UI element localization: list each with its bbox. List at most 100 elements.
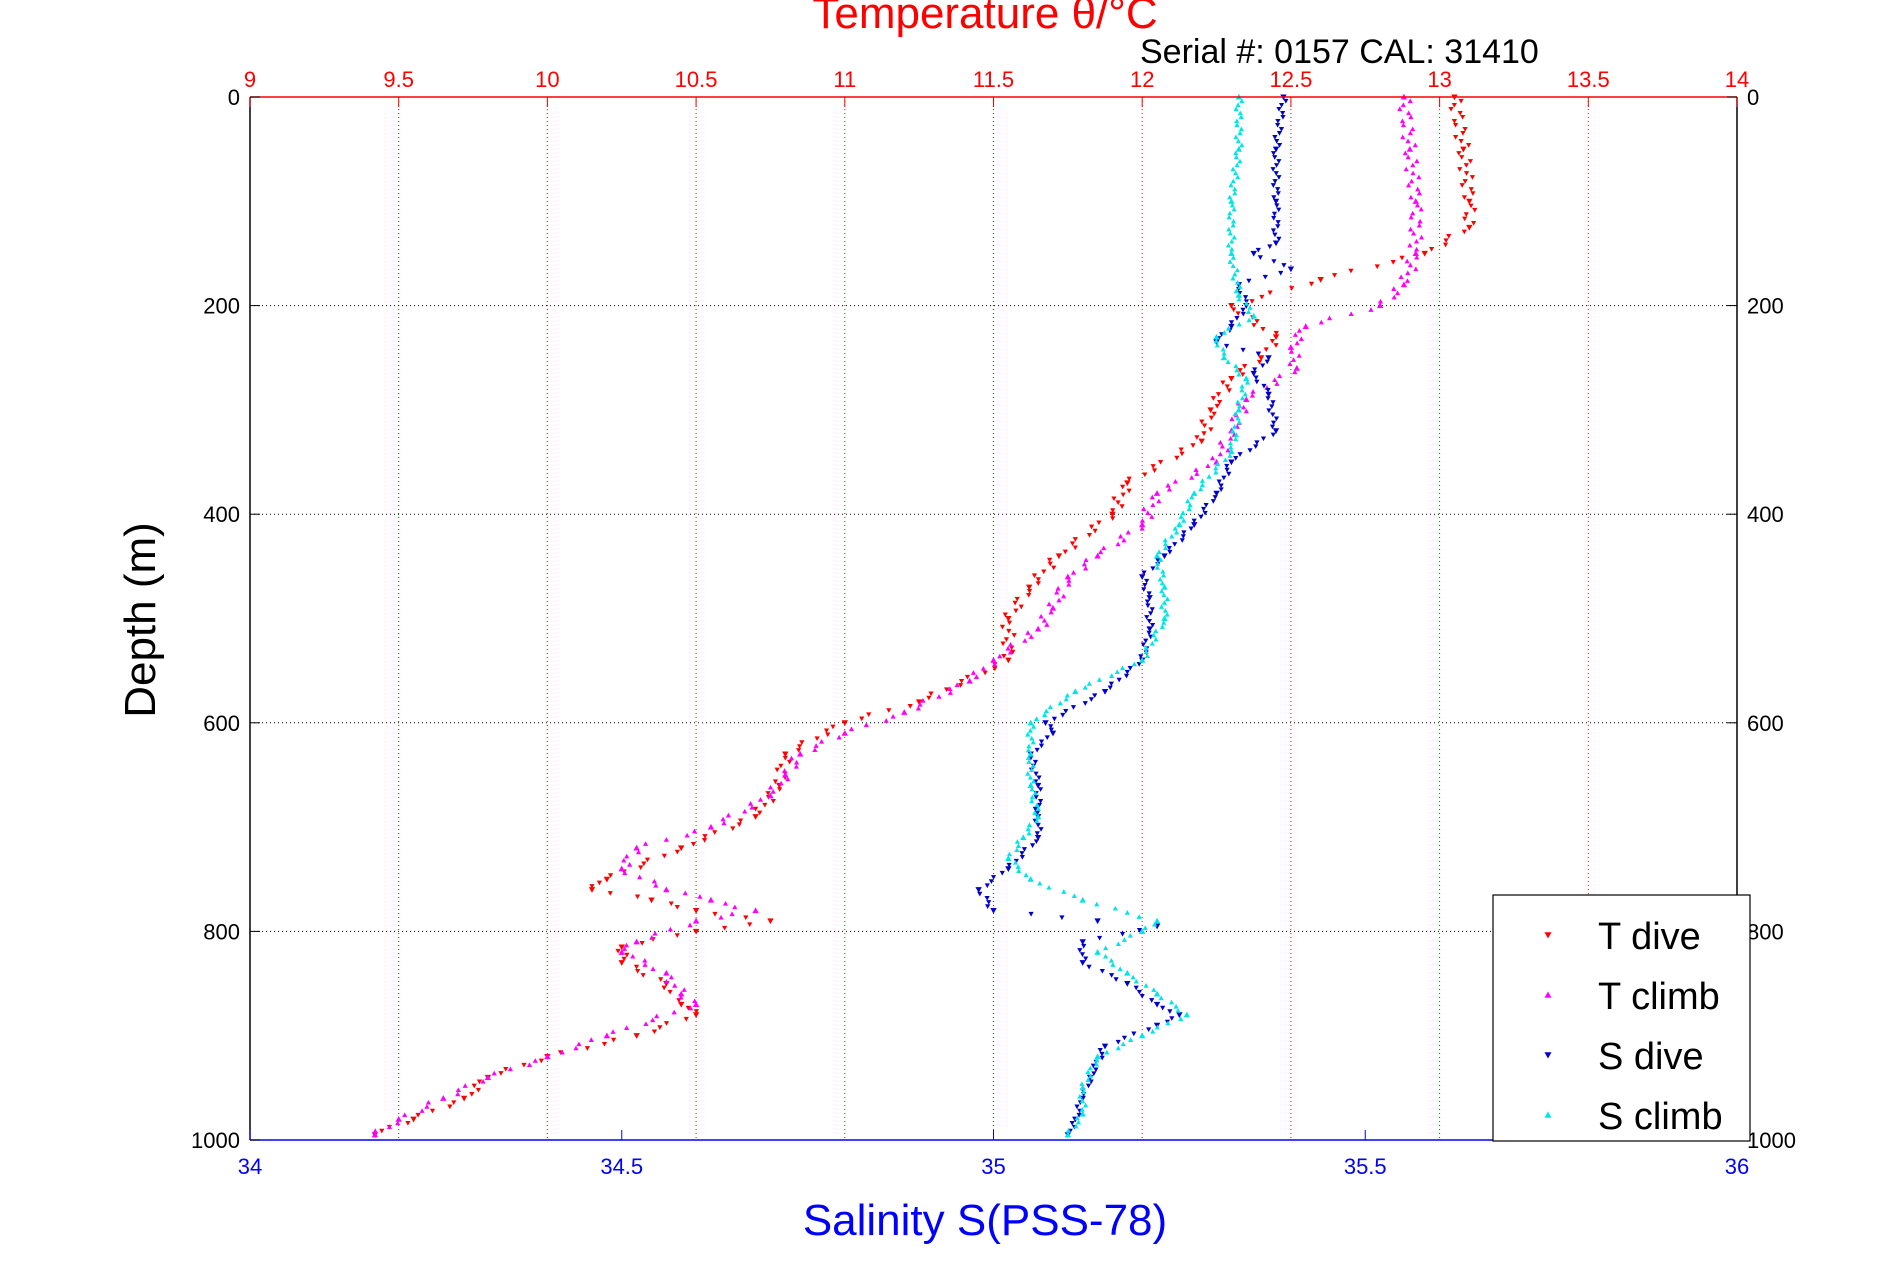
data-point (610, 1037, 617, 1043)
data-point (462, 1083, 468, 1088)
data-point (1158, 557, 1164, 562)
data-point (1001, 653, 1007, 659)
data-point (1220, 354, 1228, 361)
legend-box (1492, 894, 1751, 1142)
data-point (1181, 518, 1187, 523)
data-point (469, 1092, 475, 1097)
data-point (1153, 552, 1161, 559)
data-point (1410, 126, 1416, 132)
data-point (415, 1112, 421, 1118)
data-point (1034, 818, 1040, 823)
data-point (460, 1095, 468, 1102)
data-point (1228, 303, 1235, 309)
data-point (1035, 577, 1041, 582)
data-point (1222, 457, 1229, 463)
data-point (1265, 396, 1271, 401)
data-point (825, 732, 831, 738)
data-point (663, 1021, 670, 1026)
data-point (1237, 284, 1243, 289)
data-point (1153, 1001, 1161, 1008)
bottom-tick-label: 35.5 (1344, 1154, 1387, 1179)
data-point (796, 748, 802, 753)
data-point (1099, 968, 1105, 974)
data-point (661, 853, 667, 859)
data-points (371, 93, 1478, 1138)
data-point (1227, 210, 1233, 216)
data-point (984, 895, 990, 901)
data-point (1172, 542, 1178, 547)
data-point (1086, 681, 1092, 686)
data-point (1240, 372, 1246, 378)
data-point (1006, 851, 1013, 857)
data-point (668, 974, 674, 980)
data-point (1006, 628, 1012, 634)
data-point (1121, 1035, 1128, 1041)
data-point (1414, 254, 1420, 260)
data-point (732, 904, 738, 910)
data-point (1198, 486, 1204, 492)
data-point (757, 810, 763, 816)
data-point (1463, 163, 1469, 168)
data-point (1230, 275, 1236, 281)
data-point (1471, 220, 1477, 226)
data-point (1029, 794, 1035, 800)
data-point (1146, 619, 1152, 624)
data-point (1466, 198, 1473, 205)
data-point (1267, 290, 1273, 296)
data-point (1047, 704, 1053, 710)
data-point (1109, 973, 1115, 978)
data-point (1203, 502, 1209, 508)
legend-marker (1544, 991, 1552, 998)
data-point (1181, 530, 1187, 536)
data-point (1116, 677, 1122, 683)
data-point (1218, 487, 1224, 493)
data-point (1062, 549, 1068, 555)
data-point (1149, 640, 1155, 646)
data-point (964, 674, 971, 680)
data-point (1234, 162, 1240, 168)
data-point (1064, 692, 1070, 698)
data-point (1156, 549, 1162, 555)
data-point (1263, 347, 1269, 353)
data-point (1005, 866, 1012, 873)
data-point (1243, 375, 1250, 382)
data-point (1149, 494, 1155, 500)
data-point (958, 679, 965, 684)
data-point (1235, 415, 1241, 421)
left-tick-label: 400 (203, 502, 240, 527)
data-point (1220, 380, 1226, 386)
data-point (1033, 795, 1039, 800)
data-point (1442, 242, 1449, 248)
data-point (1079, 952, 1086, 957)
data-point (1079, 1110, 1086, 1117)
data-point (648, 897, 655, 904)
data-point (1026, 830, 1032, 836)
data-point (1127, 665, 1133, 671)
data-point (1275, 220, 1281, 225)
data-point (1390, 260, 1396, 265)
data-point (1107, 685, 1113, 691)
data-point (1270, 183, 1276, 188)
data-point (1194, 435, 1200, 440)
data-point (1166, 486, 1173, 492)
data-point (1253, 375, 1259, 381)
data-point (596, 880, 602, 886)
data-point (1276, 159, 1282, 164)
data-point (1118, 533, 1124, 539)
data-point (1151, 921, 1158, 927)
data-point (1232, 186, 1238, 192)
data-point (1018, 604, 1024, 610)
data-point (1035, 822, 1041, 828)
data-point (1096, 677, 1103, 682)
data-point (1211, 411, 1217, 417)
data-point (1234, 118, 1240, 124)
data-point (1461, 195, 1468, 200)
data-point (1408, 114, 1414, 120)
data-point (848, 726, 855, 732)
data-point (1472, 207, 1478, 213)
data-point (1458, 139, 1464, 144)
y-axis-title: Depth (m) (116, 522, 165, 718)
data-point (1110, 508, 1116, 513)
data-point (1124, 980, 1131, 987)
data-point (1287, 361, 1293, 367)
